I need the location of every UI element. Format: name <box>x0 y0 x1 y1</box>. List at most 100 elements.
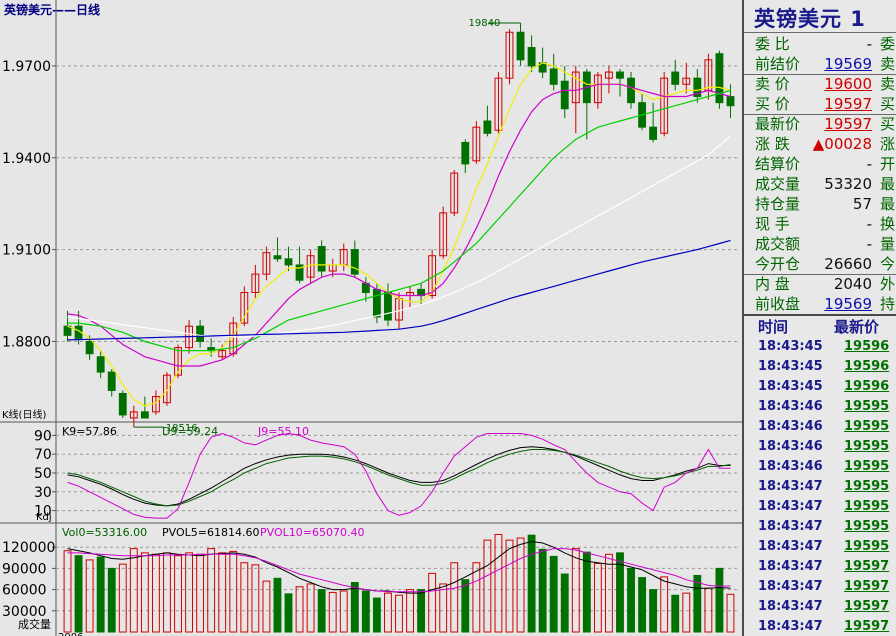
volume-bar <box>118 563 127 633</box>
volume-bar <box>85 559 94 633</box>
tick-price: 19595 <box>844 459 890 474</box>
tick-time: 18:43:46 <box>758 419 823 434</box>
candle-body <box>494 77 503 131</box>
candle-body <box>549 68 558 85</box>
tick-price: 19596 <box>844 379 890 394</box>
volume-bar <box>616 552 624 633</box>
y-tick-label: 1.9700 <box>2 59 51 75</box>
tick-price: 19595 <box>844 499 890 514</box>
candle-body <box>682 77 691 85</box>
quote-label: 买 价 <box>755 95 790 113</box>
date-label: 2006 <box>58 632 83 636</box>
quote-row: 持仓量 57 最 <box>744 194 896 214</box>
quote-label: 今开仓 <box>755 255 801 273</box>
tick-time: 18:43:45 <box>758 359 823 374</box>
divider <box>744 74 896 75</box>
volume-bar <box>96 556 105 633</box>
tick-price: 19595 <box>844 419 890 434</box>
volume-bar <box>350 582 359 633</box>
candle-body <box>715 53 724 104</box>
candle-body <box>671 71 680 85</box>
volume-bar <box>726 593 735 633</box>
high-marker-label: 19840 <box>469 18 501 29</box>
quote-value: ▲00028 <box>812 135 872 153</box>
candle-body <box>483 120 492 134</box>
candle-body <box>660 77 669 134</box>
candle-body <box>516 31 525 61</box>
quote-value: 57 <box>852 195 872 213</box>
tick-row: 18:43:47 19595 <box>744 517 896 537</box>
tick-price: 19595 <box>844 439 890 454</box>
quote-value: 53320 <box>824 175 872 193</box>
volume-bar <box>417 589 426 633</box>
y-tick-label: 1.8800 <box>2 334 51 350</box>
volume-bar <box>593 562 602 633</box>
candle-body <box>726 96 735 107</box>
tick-price: 19596 <box>844 339 890 354</box>
tick-price: 19597 <box>844 599 890 614</box>
tick-time: 18:43:47 <box>758 559 823 574</box>
volume-bar <box>185 552 193 633</box>
volume-bar <box>682 592 691 633</box>
quote-row: 内 盘 2040 外 <box>744 274 896 294</box>
quote-value: 19600 <box>824 75 872 93</box>
volume-bar <box>384 592 392 633</box>
tick-time: 18:43:47 <box>758 539 823 554</box>
candle-body <box>129 411 138 419</box>
kdj-line-j9 <box>67 432 731 519</box>
chart-svg[interactable]: 英镑美元——日线 1.9700 1.9400 1.9100 1.8800 19840 18… <box>0 0 742 636</box>
volume-bar <box>704 587 713 633</box>
candle-body <box>196 325 205 342</box>
quote-value: 19569 <box>824 55 872 73</box>
volume-bar <box>328 591 337 633</box>
volume-bar <box>306 583 315 633</box>
volume-bar <box>218 552 227 633</box>
quote-row: 前结价 19569 卖 <box>744 54 896 74</box>
kdj-legend-d: D9=59.24 <box>162 425 218 438</box>
chart-area[interactable]: 英镑美元——日线 1.9700 1.9400 1.9100 1.8800 19840 18… <box>0 0 742 636</box>
quote-right-label: 最 <box>880 175 896 193</box>
tick-price: 19595 <box>844 479 890 494</box>
candle-body <box>140 411 149 419</box>
instrument-title: 英镑美元 1 <box>754 7 866 31</box>
volume-bar <box>207 548 216 633</box>
chart-title: 英镑美元——日线 <box>4 2 100 17</box>
tick-row: 18:43:46 19595 <box>744 397 896 417</box>
volume-bar <box>439 583 448 633</box>
quote-label: 结算价 <box>755 155 801 173</box>
candle-body <box>472 126 481 162</box>
quote-label: 卖 价 <box>755 75 790 93</box>
quote-value: 2040 <box>833 275 872 293</box>
kdj-line-k9 <box>67 446 731 507</box>
volume-bar <box>649 589 658 633</box>
kline-pane-label: K线(日线) <box>2 408 46 421</box>
quote-right-label: 量 <box>880 235 896 253</box>
tick-time: 18:43:45 <box>758 379 823 394</box>
quote-row: 涨 跌 ▲00028 涨 <box>744 134 896 154</box>
y-tick-label: 1.9100 <box>2 243 51 259</box>
quote-right-label: 换 <box>880 215 896 233</box>
ma-line-white <box>67 135 731 338</box>
quote-value: 26660 <box>824 255 872 273</box>
candle-body <box>174 347 182 376</box>
tick-price: 19597 <box>844 559 890 574</box>
candle-body <box>295 264 304 281</box>
volume-bar <box>317 589 326 633</box>
volume-bar <box>251 564 260 633</box>
quote-right-label: 买 <box>880 95 896 113</box>
quote-row: 今开仓 26660 今 <box>744 254 896 274</box>
volume-bar <box>196 553 205 633</box>
candle-body <box>262 252 271 275</box>
candle-body <box>450 172 459 214</box>
volume-bar <box>627 567 635 633</box>
volume-bar <box>560 573 569 633</box>
tick-time: 18:43:47 <box>758 499 823 514</box>
quote-row: 现 手 -换 <box>744 214 896 234</box>
volume-bar <box>571 548 580 633</box>
quote-value: - <box>866 155 872 173</box>
ma-line-magenta <box>67 83 731 367</box>
quote-value: 19597 <box>824 95 872 113</box>
candle-body <box>85 340 94 355</box>
tick-time: 18:43:45 <box>758 339 823 354</box>
ma-line-yellow <box>67 62 731 407</box>
